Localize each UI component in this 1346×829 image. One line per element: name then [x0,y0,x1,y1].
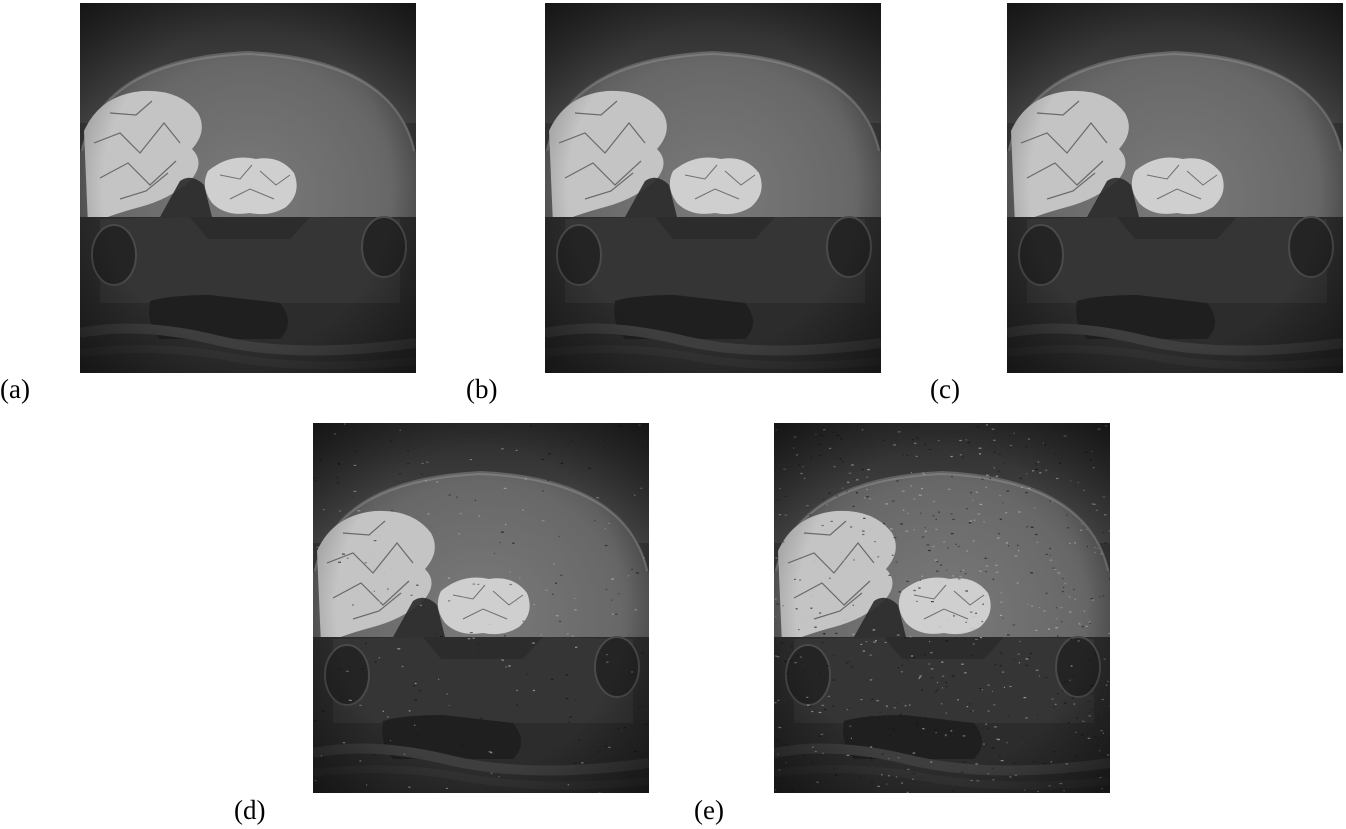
caption-a: (a) [0,374,30,404]
caption-c: (c) [930,374,960,404]
caption-b: (b) [466,374,498,404]
panel-image-e [774,423,1110,793]
caption-d: (d) [234,795,266,825]
panel-image-b [545,3,881,373]
panel-image-a [80,3,416,373]
caption-e: (e) [694,795,724,825]
panel-image-c [1007,3,1343,373]
panel-image-d [313,423,649,793]
